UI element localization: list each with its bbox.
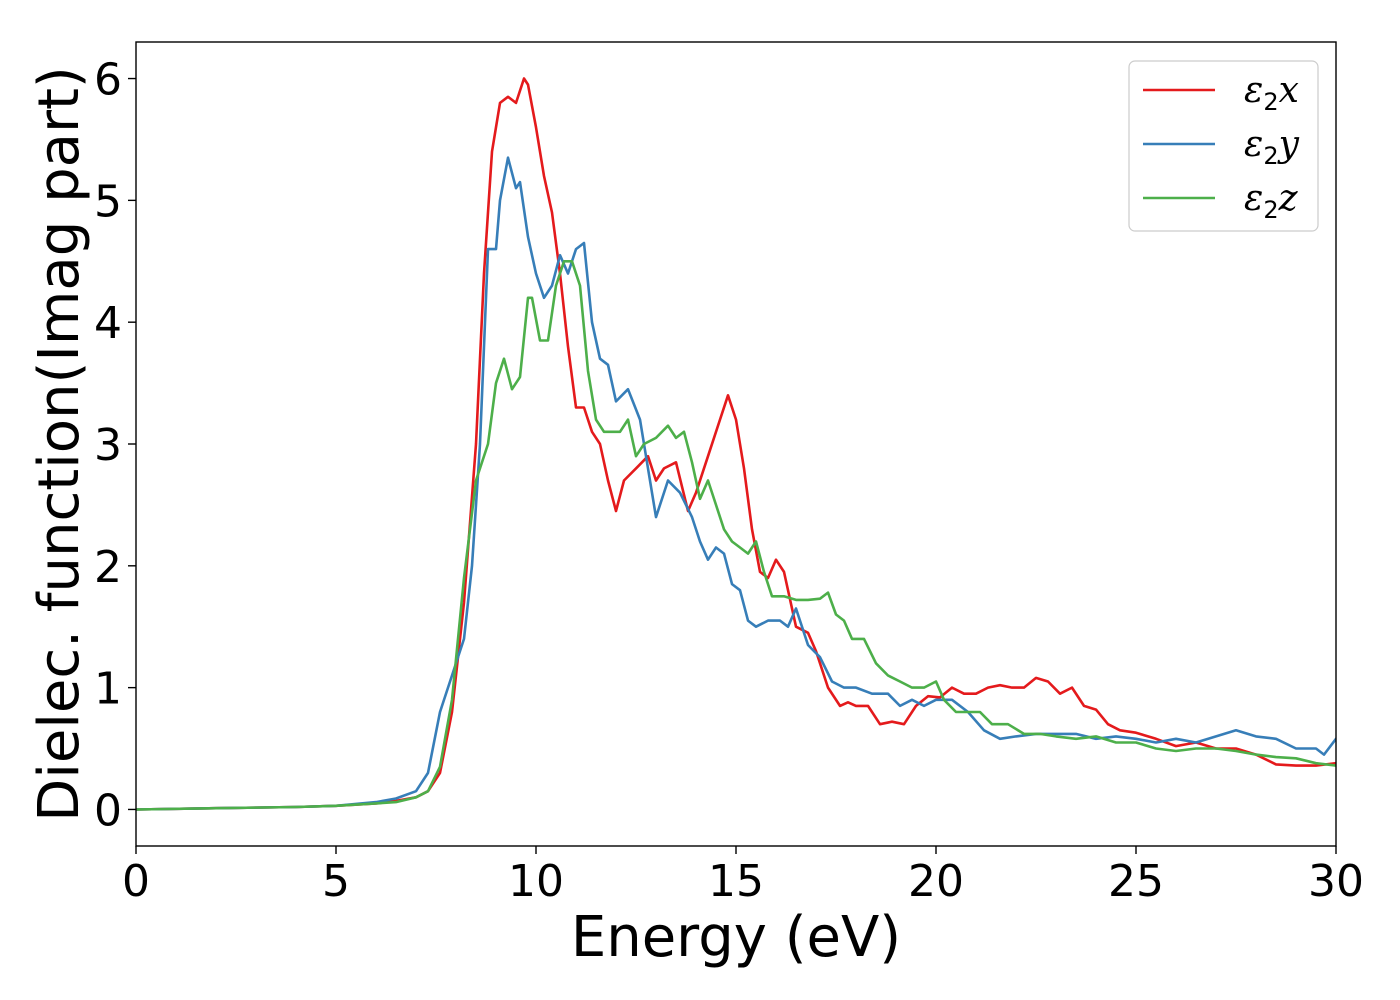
x-axis: 0 5 10 15 20 25 30 — [122, 846, 1364, 907]
series-line-z — [136, 260, 1336, 811]
y-tick-label: 1 — [94, 664, 122, 715]
legend-label-y: ε2y — [1244, 124, 1300, 170]
y-tick-label: 2 — [94, 542, 122, 593]
y-tick-label: 5 — [94, 176, 122, 227]
legend-box — [1128, 60, 1319, 232]
legend-subscript: 2 — [1263, 196, 1278, 224]
legend-label-x: ε2x — [1244, 70, 1299, 116]
y-tick-label: 6 — [94, 55, 122, 106]
y-tick-label: 3 — [94, 420, 122, 471]
legend-label-z: ε2z — [1244, 178, 1299, 224]
x-tick-label: 20 — [908, 856, 964, 907]
x-tick-label: 0 — [122, 856, 150, 907]
legend-component: z — [1278, 178, 1299, 219]
legend-symbol: ε — [1244, 178, 1263, 219]
x-tick-label: 30 — [1308, 856, 1364, 907]
x-axis-label: Energy (eV) — [571, 905, 901, 970]
legend-symbol: ε — [1244, 124, 1263, 165]
series-line-y — [136, 156, 1336, 811]
x-tick-label: 5 — [322, 856, 350, 907]
y-tick-label: 4 — [94, 298, 122, 349]
y-axis: 0 1 2 3 4 5 6 — [94, 55, 136, 836]
x-tick-label: 10 — [508, 856, 564, 907]
legend-component: y — [1277, 124, 1300, 165]
legend-subscript: 2 — [1263, 88, 1278, 116]
series-line-x — [136, 77, 1336, 811]
legend-component: x — [1279, 70, 1299, 111]
legend-subscript: 2 — [1263, 142, 1278, 170]
x-tick-label: 25 — [1108, 856, 1164, 907]
series-layer — [136, 77, 1336, 811]
y-axis-label: Dielec. function(Imag part) — [27, 66, 92, 822]
legend-symbol: ε — [1244, 70, 1263, 111]
x-tick-label: 15 — [708, 856, 764, 907]
y-tick-label: 0 — [94, 785, 122, 836]
